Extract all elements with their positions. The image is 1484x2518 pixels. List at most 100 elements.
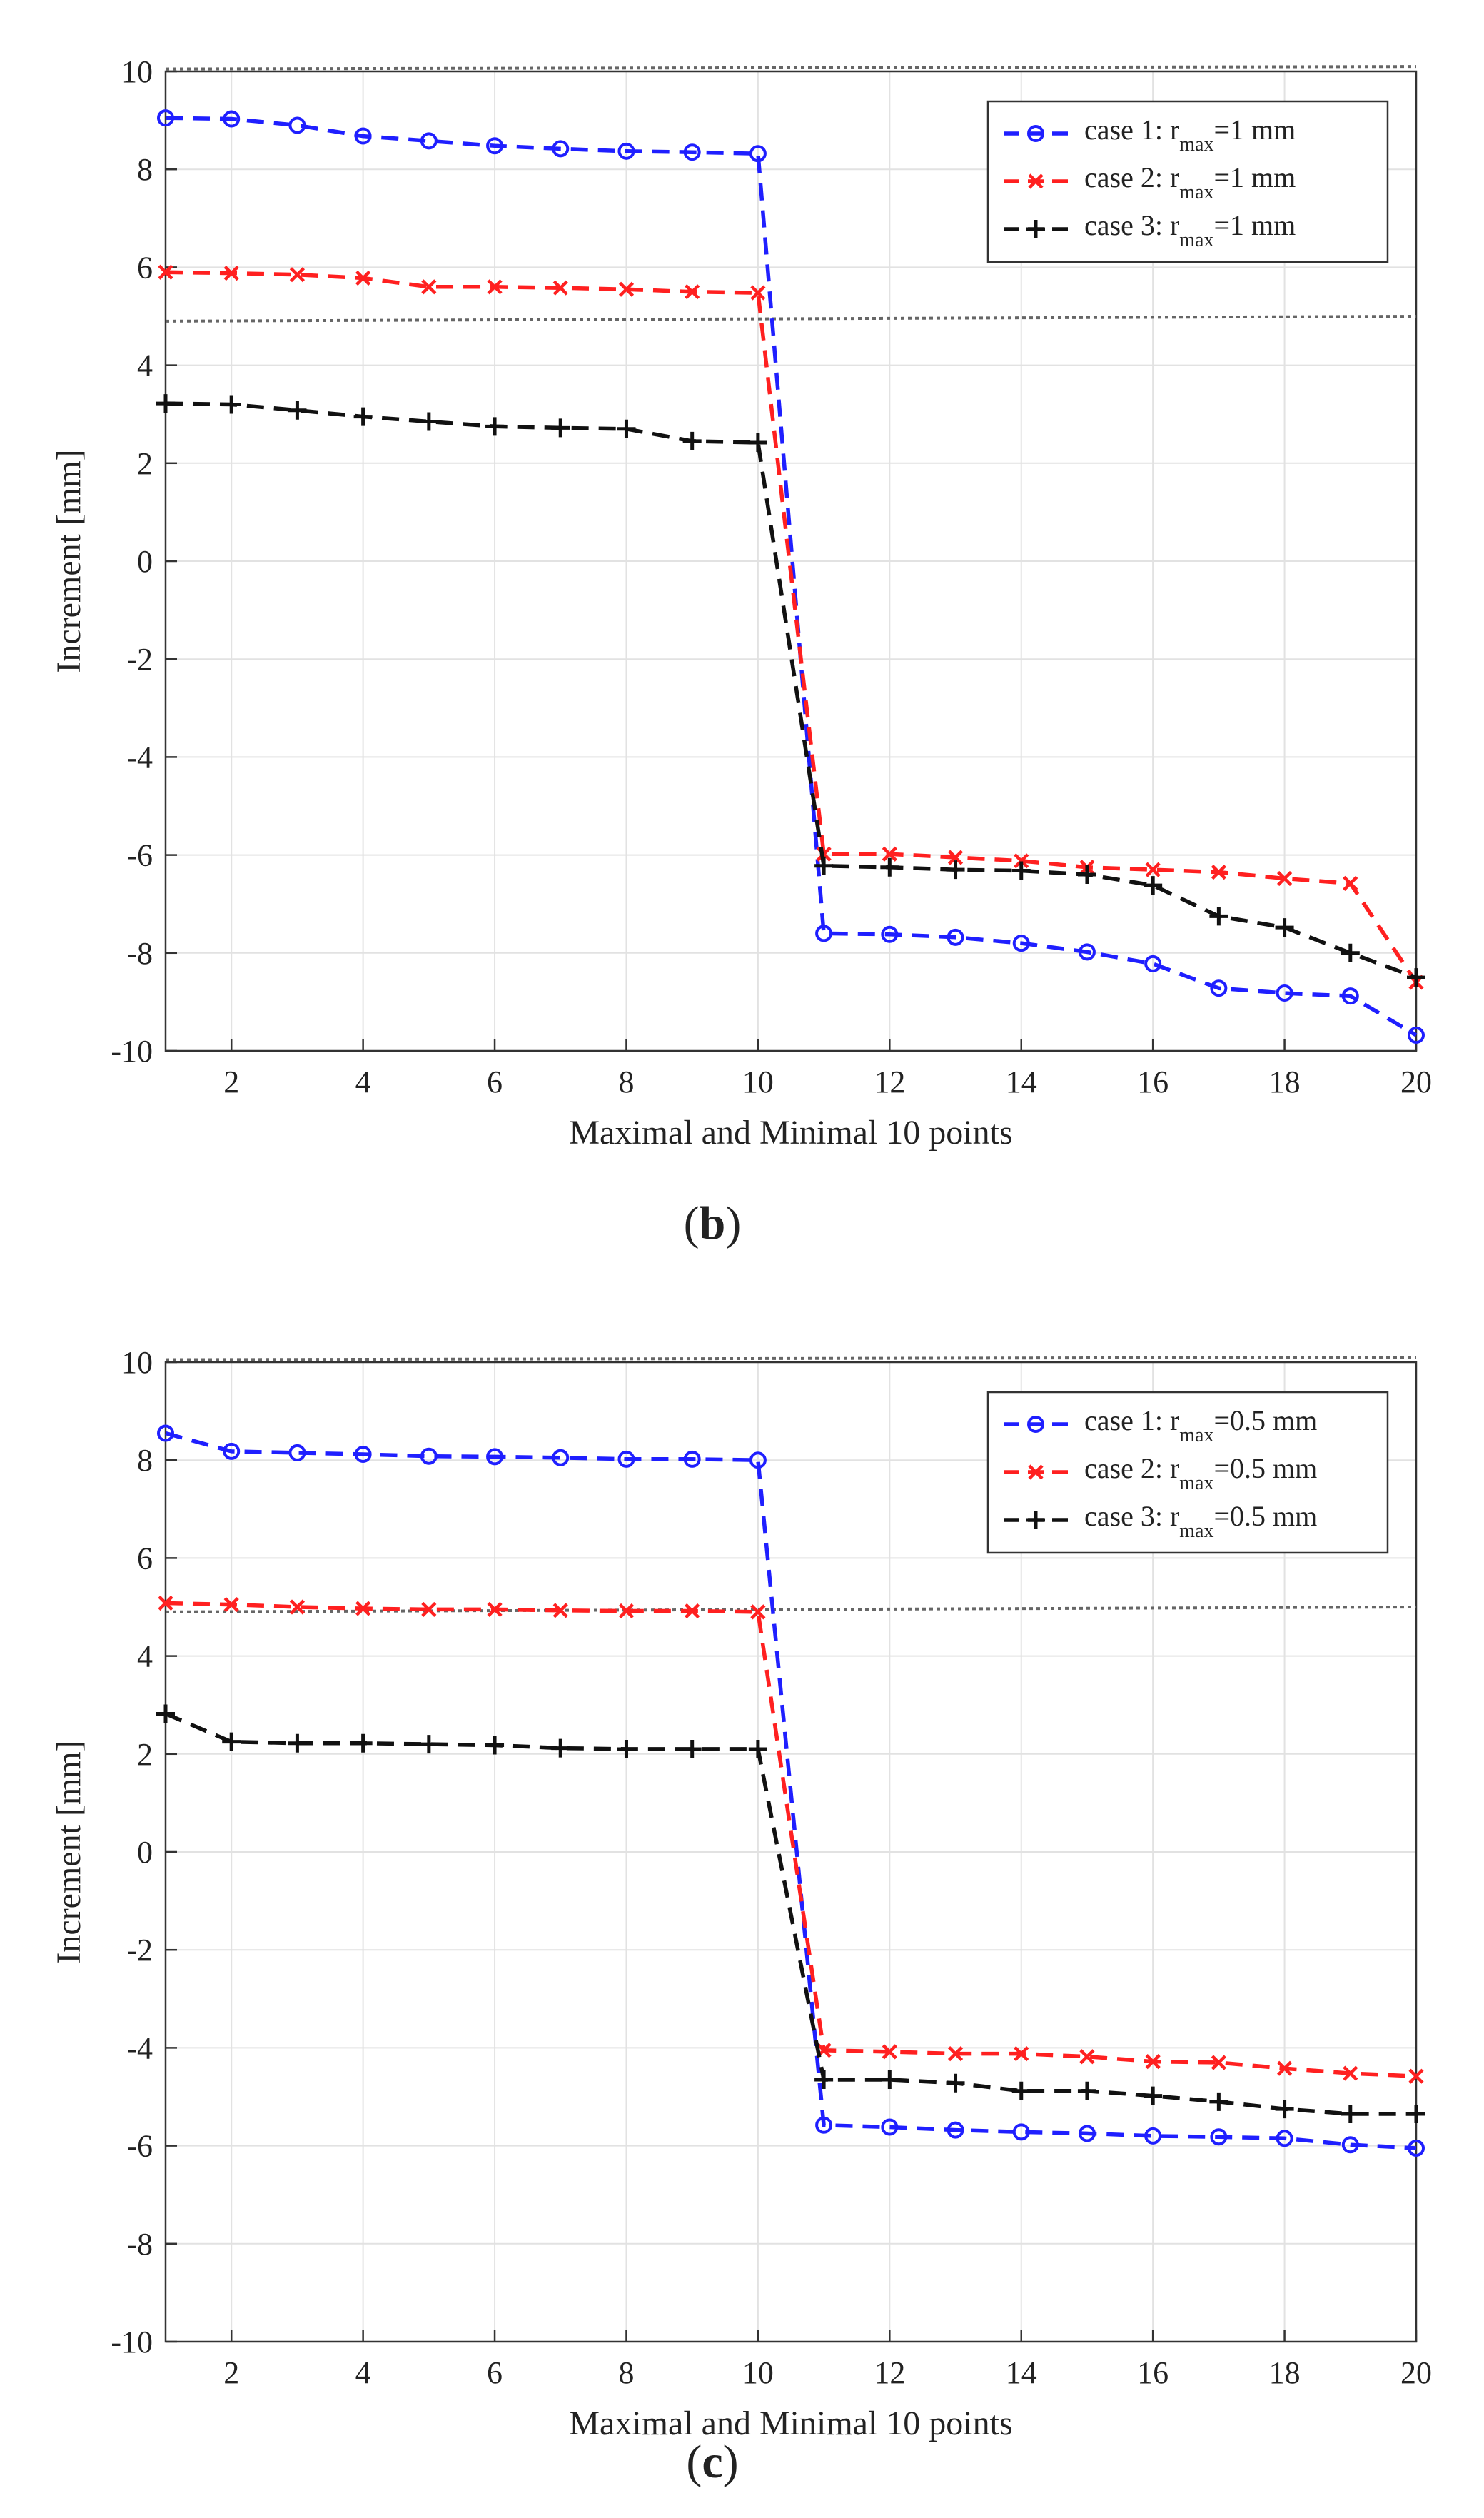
data-point-case2 [223, 1596, 239, 1613]
data-point-case3 [353, 1733, 373, 1753]
y-tick-label: 10 [121, 1345, 153, 1380]
y-tick-label: -8 [126, 936, 153, 971]
x-tick-label: 16 [1137, 1064, 1168, 1099]
data-point-case3 [1077, 2081, 1096, 2100]
data-point-case1 [157, 109, 174, 127]
data-point-case1 [1210, 2128, 1228, 2146]
y-tick-label: -6 [126, 838, 153, 873]
legend-label-prefix: case 2: r [1084, 1452, 1179, 1484]
x-tick-label: 18 [1269, 1064, 1301, 1099]
data-point-case3 [1144, 2086, 1163, 2105]
legend-entry-case3: case 3: rmax=1 mm [1004, 209, 1296, 251]
panel-label-letter: b [700, 1197, 726, 1249]
y-tick-label: 0 [137, 544, 153, 579]
data-point-case1 [683, 143, 701, 161]
legend-swatch-marker [1027, 1416, 1044, 1433]
panel-label: (b) [684, 1197, 742, 1249]
data-point-case3 [946, 2073, 965, 2093]
legend-label: case 1: rmax=0.5 mm [1084, 1404, 1317, 1446]
legend-entry-case1: case 1: rmax=0.5 mm [1004, 1404, 1317, 1446]
lower-threshold-line [165, 1606, 1417, 1613]
data-point-case2 [750, 285, 766, 301]
data-point-case3 [814, 2070, 834, 2089]
data-point-case3 [1275, 918, 1294, 937]
data-point-case1 [1276, 2130, 1293, 2147]
legend-label-subscript: max [1179, 1424, 1213, 1446]
data-point-case3 [814, 856, 834, 875]
data-point-case3 [222, 395, 241, 414]
x-tick-label: 2 [223, 1064, 239, 1099]
data-point-case3 [880, 857, 899, 877]
data-point-case1 [1276, 984, 1293, 1002]
y-tick-label: -6 [126, 2129, 153, 2164]
data-point-case3 [1209, 2092, 1228, 2111]
data-point-case2 [1276, 2060, 1293, 2076]
data-point-case3 [1341, 943, 1360, 962]
series-line-case2 [165, 1601, 1417, 2078]
legend-label-suffix: =1 mm [1213, 161, 1296, 193]
data-point-case1 [881, 2118, 899, 2136]
legend-label-suffix: =0.5 mm [1213, 1500, 1317, 1532]
data-point-case2 [487, 1601, 503, 1618]
legend-entry-case1: case 1: rmax=1 mm [1004, 114, 1296, 156]
legend-label: case 3: rmax=0.5 mm [1084, 1500, 1317, 1542]
data-point-case2 [1408, 2068, 1424, 2084]
legend-label-subscript: max [1179, 1520, 1213, 1542]
data-point-case3 [1144, 876, 1163, 895]
data-point-case1 [354, 1445, 372, 1463]
data-point-case3 [1407, 968, 1425, 987]
upper-threshold-line [165, 65, 1417, 71]
data-point-case1 [354, 127, 372, 145]
data-point-case2 [947, 2046, 964, 2062]
y-tick-label: 8 [137, 1443, 153, 1478]
y-tick-label: 10 [121, 54, 153, 89]
data-point-case2 [552, 280, 568, 296]
data-point-case1 [1341, 2136, 1359, 2154]
legend-swatch-marker [1028, 173, 1044, 189]
data-point-case2 [158, 1595, 173, 1611]
data-point-case1 [947, 928, 964, 946]
x-tick-label: 18 [1269, 2355, 1301, 2390]
legend-label-prefix: case 3: r [1084, 209, 1179, 241]
data-point-case3 [222, 1732, 241, 1751]
data-point-case3 [946, 860, 965, 880]
legend-label-suffix: =1 mm [1213, 114, 1296, 146]
data-point-case1 [486, 1448, 504, 1466]
data-point-case1 [420, 132, 438, 150]
data-point-case1 [223, 110, 241, 128]
legend-label-suffix: =0.5 mm [1213, 1404, 1317, 1436]
y-tick-label: -10 [111, 2325, 153, 2360]
panel-label-letter: c [702, 2436, 722, 2488]
x-tick-label: 10 [742, 1064, 774, 1099]
data-point-case3 [419, 1735, 438, 1754]
x-tick-label: 10 [742, 2355, 774, 2390]
legend-label: case 2: rmax=0.5 mm [1084, 1452, 1317, 1494]
data-point-case1 [617, 142, 635, 160]
data-point-case1 [552, 1449, 570, 1466]
legend-swatch-marker [1027, 125, 1044, 142]
data-point-case3 [419, 412, 438, 431]
y-tick-label: 6 [137, 250, 153, 285]
panel-label-close: ) [723, 2436, 739, 2488]
data-point-case3 [748, 433, 767, 452]
legend-label-subscript: max [1179, 134, 1213, 156]
x-tick-label: 12 [874, 1064, 905, 1099]
data-point-case2 [1145, 862, 1161, 877]
legend-label-prefix: case 3: r [1084, 1500, 1179, 1532]
data-point-case3 [682, 1739, 702, 1758]
data-point-case2 [947, 850, 964, 865]
data-point-case2 [355, 270, 371, 286]
upper-threshold-line [165, 1356, 1417, 1361]
data-point-case1 [1144, 2127, 1162, 2145]
data-point-case2 [750, 1604, 766, 1620]
legend-swatch-marker [1026, 220, 1045, 238]
data-point-case2 [1014, 853, 1029, 869]
data-point-case1 [617, 1450, 635, 1468]
x-axis-label: Maximal and Minimal 10 points [569, 1114, 1012, 1152]
panel-label: (c) [686, 2436, 738, 2488]
data-point-case2 [1343, 2065, 1358, 2081]
